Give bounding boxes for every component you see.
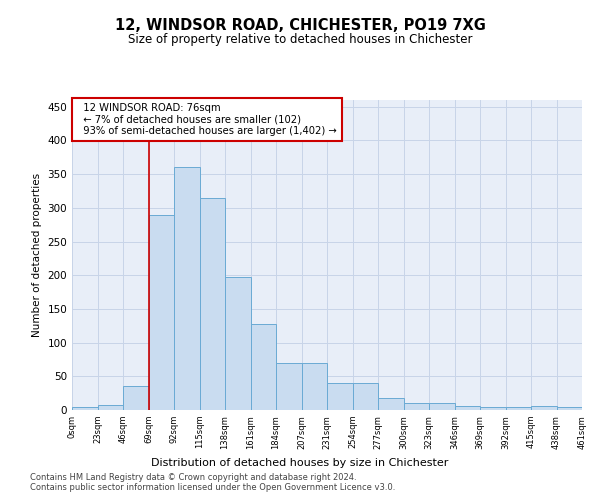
Bar	[404, 404, 429, 410]
Text: 12 WINDSOR ROAD: 76sqm
  ← 7% of detached houses are smaller (102)
  93% of semi: 12 WINDSOR ROAD: 76sqm ← 7% of detached …	[77, 103, 337, 136]
Bar	[557, 406, 582, 410]
Text: Size of property relative to detached houses in Chichester: Size of property relative to detached ho…	[128, 32, 472, 46]
Bar	[72, 406, 97, 410]
Bar	[251, 324, 276, 410]
Bar	[225, 277, 251, 410]
Bar	[149, 214, 174, 410]
Bar	[123, 386, 149, 410]
Text: 12, WINDSOR ROAD, CHICHESTER, PO19 7XG: 12, WINDSOR ROAD, CHICHESTER, PO19 7XG	[115, 18, 485, 32]
Bar	[378, 398, 404, 410]
Text: Contains HM Land Registry data © Crown copyright and database right 2024.: Contains HM Land Registry data © Crown c…	[30, 473, 356, 482]
Text: Contains public sector information licensed under the Open Government Licence v3: Contains public sector information licen…	[30, 483, 395, 492]
Bar	[276, 363, 302, 410]
Text: Distribution of detached houses by size in Chichester: Distribution of detached houses by size …	[151, 458, 449, 468]
Bar	[97, 406, 123, 410]
Bar	[455, 406, 480, 410]
Bar	[327, 383, 353, 410]
Bar	[429, 404, 455, 410]
Bar	[505, 408, 531, 410]
Bar	[480, 408, 505, 410]
Bar	[199, 198, 225, 410]
Y-axis label: Number of detached properties: Number of detached properties	[32, 173, 42, 337]
Bar	[302, 363, 327, 410]
Bar	[531, 406, 557, 410]
Bar	[353, 383, 378, 410]
Bar	[174, 168, 199, 410]
